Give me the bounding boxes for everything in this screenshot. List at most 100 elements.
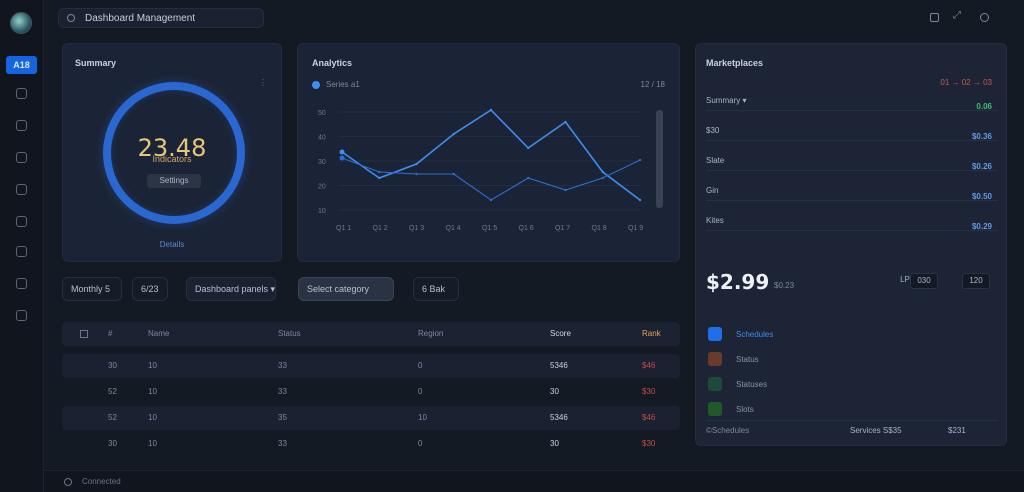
market-row-value: $0.50 bbox=[971, 192, 992, 201]
header-name: Name bbox=[148, 329, 170, 338]
data-point bbox=[489, 198, 493, 202]
legend-label[interactable]: Slots bbox=[736, 405, 754, 414]
table-row[interactable]: 30 10 33 0 5346 $46 bbox=[62, 354, 680, 378]
filter-category[interactable]: Select category bbox=[298, 277, 394, 301]
select-all-checkbox[interactable] bbox=[80, 330, 88, 338]
data-point bbox=[564, 188, 567, 192]
search-icon bbox=[67, 14, 75, 22]
zoom-button[interactable]: 030 bbox=[910, 273, 938, 289]
x-tick-label: Q1 6 bbox=[519, 225, 534, 232]
data-point bbox=[452, 172, 455, 176]
more-icon[interactable]: ⋮ bbox=[259, 78, 267, 87]
gauge-subtitle: Indicators bbox=[152, 154, 192, 164]
table-cell: 10 bbox=[148, 413, 157, 422]
table-header: # Name Status Region Score Rank bbox=[62, 322, 680, 346]
data-point bbox=[601, 170, 604, 174]
filter-period[interactable]: Monthly 5 bbox=[62, 277, 122, 301]
folder-icon[interactable] bbox=[16, 184, 27, 195]
footer-mid: Services S$35 bbox=[850, 426, 902, 435]
sidebar-item-active[interactable]: A18 bbox=[6, 56, 37, 74]
footer-left[interactable]: ©Schedules bbox=[706, 426, 750, 435]
filter-date[interactable]: 6/23 bbox=[132, 277, 168, 301]
data-point bbox=[378, 170, 381, 174]
header-status: Status bbox=[278, 329, 301, 338]
row-divider bbox=[706, 110, 998, 111]
table-row[interactable]: 52 10 33 0 30 $30 bbox=[62, 380, 680, 404]
market-row-label: Summary ▾ bbox=[706, 96, 747, 105]
data-point bbox=[378, 176, 381, 180]
gauge-card: Summary ⋮ 23.48 Indicators Settings Deta… bbox=[62, 43, 282, 262]
table-cell: $30 bbox=[642, 439, 656, 448]
data-point bbox=[638, 158, 642, 162]
calendar-icon[interactable] bbox=[16, 216, 27, 227]
gauge-details-link[interactable]: Details bbox=[159, 240, 185, 249]
data-point bbox=[452, 132, 455, 136]
y-tick-label: 50 bbox=[318, 110, 326, 117]
row-divider bbox=[706, 170, 998, 171]
search-bar[interactable]: Dashboard Management bbox=[58, 8, 264, 28]
market-row-value: 0.06 bbox=[976, 102, 992, 111]
lp-button[interactable]: LP bbox=[900, 275, 910, 284]
gauge-card-title: Summary bbox=[75, 58, 117, 68]
chart-icon[interactable] bbox=[16, 120, 27, 131]
data-point bbox=[527, 146, 530, 150]
x-tick-label: Q1 7 bbox=[555, 225, 570, 232]
table-row[interactable]: 30 10 33 0 30 $30 bbox=[62, 432, 680, 456]
table-cell: 30 bbox=[108, 439, 117, 448]
y-tick-label: 20 bbox=[318, 184, 326, 191]
gauge-value: 23.48 bbox=[137, 134, 207, 162]
table-cell: 35 bbox=[278, 413, 287, 422]
legend-label[interactable]: Statuses bbox=[736, 380, 768, 389]
y-tick-label: 10 bbox=[318, 208, 326, 215]
table-row[interactable]: 52 10 35 10 5346 $46 bbox=[62, 406, 680, 430]
table-cell: 0 bbox=[418, 361, 423, 370]
table-cell: 30 bbox=[550, 439, 559, 448]
legend-swatch bbox=[708, 327, 722, 341]
price-value: $2.99 bbox=[706, 270, 770, 294]
legend-label[interactable]: Status bbox=[736, 355, 759, 364]
table-cell: 30 bbox=[550, 387, 559, 396]
x-tick-label: Q1 3 bbox=[409, 225, 424, 232]
legend-label[interactable]: Schedules bbox=[736, 330, 774, 339]
chart-legend: Series a1 bbox=[326, 80, 360, 89]
data-point bbox=[339, 155, 345, 161]
market-row-value: $0.26 bbox=[971, 162, 992, 171]
message-icon[interactable] bbox=[16, 278, 27, 289]
value-button[interactable]: 120 bbox=[962, 273, 990, 289]
data-point bbox=[415, 172, 418, 176]
avatar[interactable] bbox=[10, 12, 32, 34]
footer-right[interactable]: $231 bbox=[948, 426, 966, 435]
x-tick-label: Q1 2 bbox=[373, 225, 388, 232]
filter-back[interactable]: 6 Bak bbox=[413, 277, 459, 301]
users-icon[interactable] bbox=[16, 246, 27, 257]
x-tick-label: Q1 9 bbox=[628, 225, 643, 232]
chart-scrollbar[interactable] bbox=[656, 110, 663, 208]
table-cell: $46 bbox=[642, 413, 656, 422]
header-number: # bbox=[108, 329, 113, 338]
expand-icon[interactable]: ⤢ bbox=[953, 10, 961, 21]
table-cell: 5346 bbox=[550, 361, 568, 370]
table-cell: 10 bbox=[148, 439, 157, 448]
profile-icon[interactable] bbox=[980, 13, 989, 22]
legend-swatch bbox=[708, 402, 722, 416]
table-cell: 10 bbox=[148, 387, 157, 396]
table-cell: 10 bbox=[418, 413, 427, 422]
gauge-settings-button[interactable]: Settings bbox=[147, 174, 201, 188]
filter-panels[interactable]: Dashboard panels ▾ bbox=[186, 277, 276, 301]
chart-card-title: Analytics bbox=[312, 58, 353, 68]
market-row-label: Gin bbox=[706, 186, 719, 195]
x-tick-label: Q1 5 bbox=[482, 225, 497, 232]
table-cell: 0 bbox=[418, 439, 423, 448]
header-region: Region bbox=[418, 329, 444, 338]
notification-icon[interactable] bbox=[930, 13, 939, 22]
table-cell: $30 bbox=[642, 387, 656, 396]
settings-icon[interactable] bbox=[16, 310, 27, 321]
dashboard-icon[interactable] bbox=[16, 88, 27, 99]
status-icon bbox=[64, 478, 72, 486]
data-point bbox=[415, 162, 418, 166]
list-icon[interactable] bbox=[16, 152, 27, 163]
y-tick-label: 40 bbox=[318, 135, 326, 142]
line-chart: 50 40 30 20 10 Q1 1 Q1 2 Q1 3 Q1 4 Q1 5 Q1 6 Q1 7 Q1… bbox=[318, 108, 643, 232]
data-table: # Name Status Region Score Rank 30 10 33 0 5… bbox=[62, 316, 680, 466]
row-divider bbox=[706, 140, 998, 141]
